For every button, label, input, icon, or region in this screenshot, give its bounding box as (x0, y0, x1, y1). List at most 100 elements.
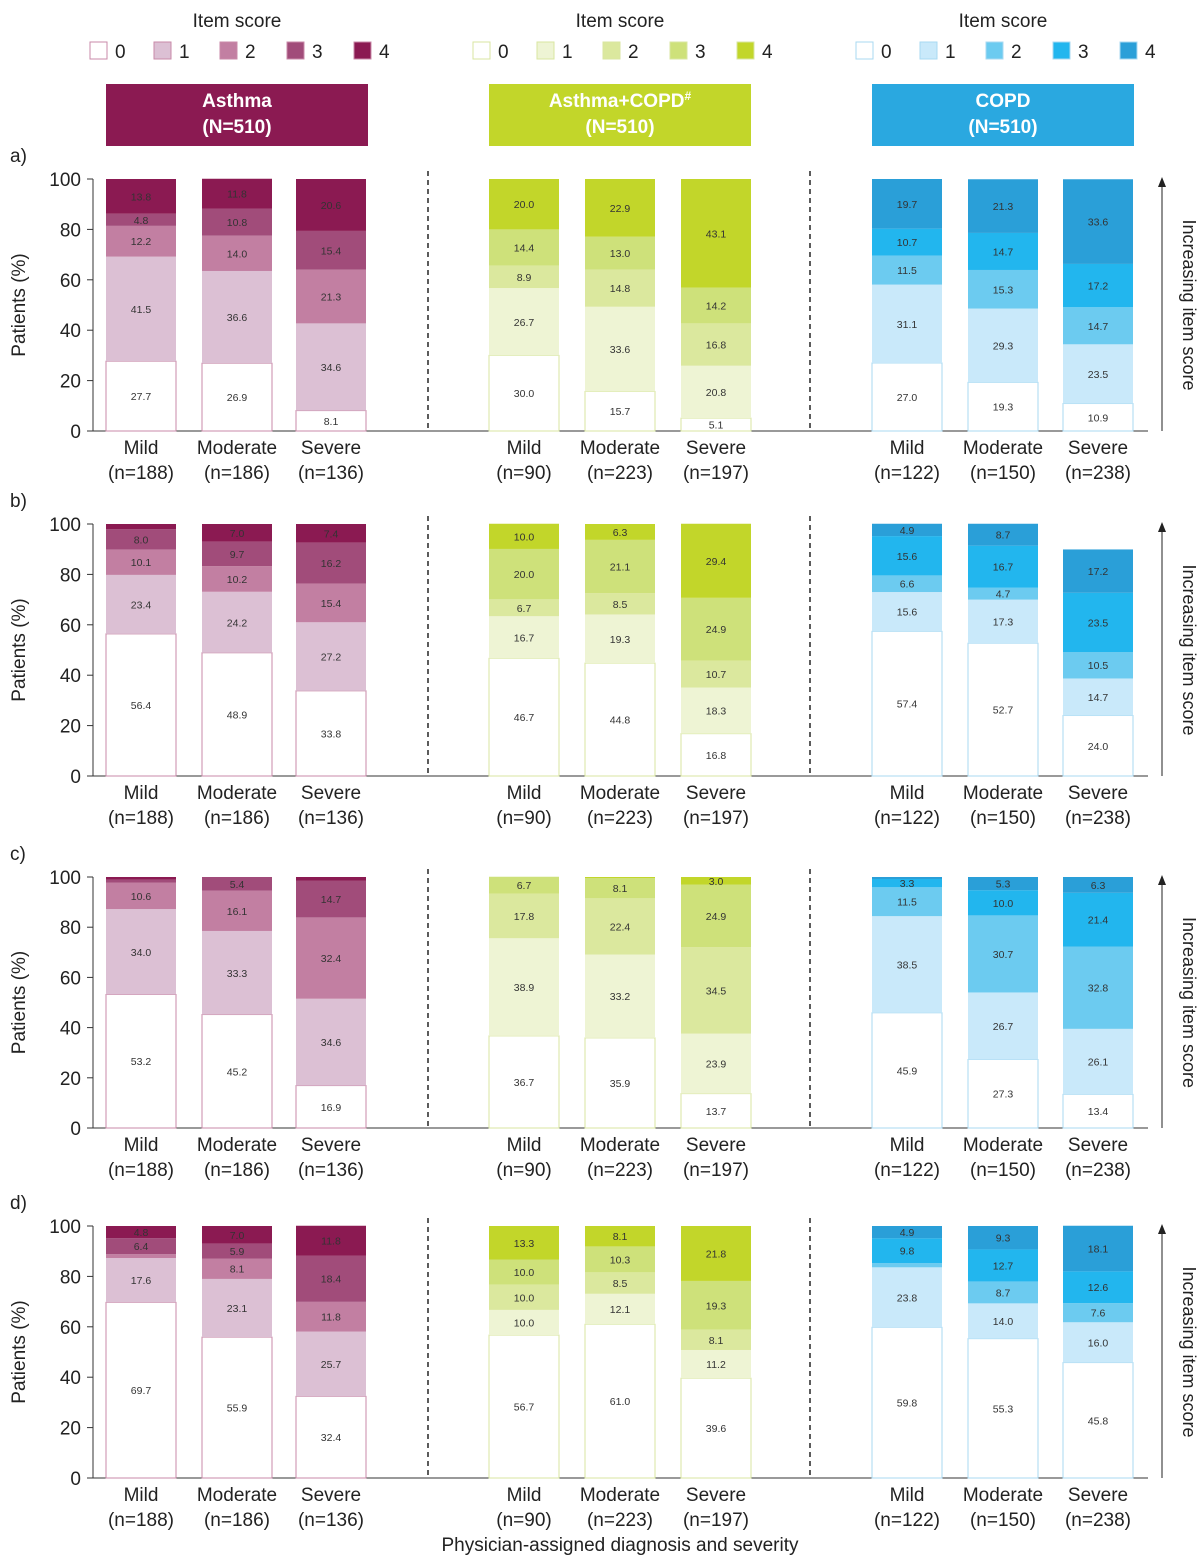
bar-segment-score-4 (296, 179, 366, 231)
data-label: 8.1 (613, 883, 628, 895)
bar-segment-score-2 (296, 269, 366, 324)
data-label: 21.3 (321, 292, 342, 304)
data-label: 9.7 (230, 549, 245, 561)
category-label: Mild (124, 1485, 159, 1506)
bar-segment-score-3 (1063, 592, 1133, 653)
data-label: 15.6 (897, 607, 918, 619)
data-label: 33.8 (321, 728, 342, 740)
y-tick-label: 80 (60, 220, 81, 241)
data-label: 14.0 (227, 248, 248, 260)
bar-segment-score-4 (296, 877, 366, 881)
bar-segment-score-0 (967, 642, 1039, 777)
bar-segment-score-3 (968, 545, 1038, 588)
bar-segment-score-4 (106, 179, 176, 214)
legend-label-3: 3 (1078, 42, 1089, 63)
data-label: 24.9 (706, 624, 727, 636)
data-label: 12.6 (1088, 1282, 1109, 1294)
legend-swatch-4 (353, 41, 372, 60)
y-tick-label: 40 (60, 1019, 81, 1040)
bar-segment-score-1 (1063, 678, 1133, 716)
bar-segment-score-3 (968, 232, 1038, 270)
bar-segment-score-0 (1062, 403, 1134, 432)
legend-title: Item score (193, 11, 282, 32)
bar-segment-score-1 (489, 616, 559, 659)
bar-segment-score-0 (295, 1085, 367, 1129)
category-label: Mild (890, 438, 925, 459)
bar-segment-score-3 (296, 1255, 366, 1302)
y-tick-label: 60 (60, 968, 81, 989)
category-label: Severe (301, 1135, 361, 1156)
data-label: 19.3 (993, 402, 1014, 414)
bar-segment-score-4 (489, 179, 559, 230)
category-label: Severe (1068, 1135, 1128, 1156)
bar-segment-score-3 (202, 877, 272, 891)
bar-segment-score-4 (968, 877, 1038, 891)
legend-swatch-1 (153, 41, 172, 60)
data-label: 8.1 (709, 1335, 724, 1347)
data-label: 23.9 (706, 1059, 727, 1071)
category-label: Moderate (963, 783, 1043, 804)
bar-segment-score-4 (968, 179, 1038, 233)
data-label: 26.1 (1088, 1057, 1109, 1069)
bar-segment-score-4 (872, 1226, 942, 1239)
bar-segment-score-1 (296, 1331, 366, 1397)
data-label: 9.8 (900, 1246, 915, 1258)
legend-label-4: 4 (762, 42, 773, 63)
bar-segment-score-4 (585, 179, 655, 237)
legend-swatch-3 (286, 41, 305, 60)
y-tick-label: 60 (60, 616, 81, 637)
group-header-n: (N=510) (968, 117, 1037, 138)
data-label: 5.4 (230, 879, 245, 891)
bar-segment-score-3 (681, 1280, 751, 1330)
data-label: 32.4 (321, 953, 342, 965)
data-label: 55.3 (993, 1403, 1014, 1415)
bar-segment-score-0 (201, 1014, 273, 1129)
data-label: 56.4 (131, 700, 152, 712)
bar-segment-score-3 (106, 213, 176, 226)
category-label: Moderate (963, 1485, 1043, 1506)
data-label: 34.0 (131, 947, 152, 959)
data-label: 21.8 (706, 1248, 727, 1260)
data-label: 27.2 (321, 652, 342, 664)
data-label: 11.5 (897, 265, 917, 277)
bar-segment-score-2 (1063, 946, 1133, 1029)
legend-swatch-3 (669, 41, 688, 60)
legend-label-2: 2 (245, 42, 256, 63)
bar-segment-score-2 (968, 269, 1038, 309)
bar-segment-score-4 (489, 1226, 559, 1260)
bar-segment-score-0 (201, 652, 273, 777)
group-header-name: COPD (976, 91, 1031, 112)
increasing-score-arrowhead (1158, 1224, 1166, 1234)
legend-swatch-2 (985, 41, 1004, 60)
bar-segment-score-0 (201, 362, 273, 432)
bar-segment-score-3 (872, 228, 942, 256)
bar-segment-score-4 (202, 178, 272, 209)
data-label: 16.0 (1088, 1337, 1109, 1349)
bar-segment-score-4 (968, 1226, 1038, 1250)
data-label: 18.1 (1088, 1244, 1109, 1256)
legend-swatch-0 (472, 41, 491, 60)
data-label: 38.9 (514, 982, 535, 994)
data-label: 27.3 (993, 1089, 1014, 1101)
y-tick-label: 40 (60, 1368, 81, 1389)
data-label: 14.2 (706, 301, 727, 313)
data-label: 7.0 (230, 1230, 245, 1242)
group-header-box (106, 84, 368, 146)
data-label: 10.1 (131, 557, 152, 569)
legend-swatch-1 (919, 41, 938, 60)
bar-segment-score-2 (968, 587, 1038, 600)
category-n-label: (n=122) (874, 463, 940, 484)
legend-label-0: 0 (881, 42, 892, 63)
bar-segment-score-2 (106, 1254, 176, 1259)
data-label: 8.7 (996, 1287, 1011, 1299)
data-label: 20.6 (321, 200, 342, 212)
category-n-label: (n=186) (204, 1510, 270, 1531)
bar-segment-score-1 (489, 938, 559, 1036)
data-label: 57.4 (897, 699, 918, 711)
category-label: Moderate (197, 438, 277, 459)
category-label: Mild (507, 1485, 542, 1506)
data-label: 29.3 (993, 340, 1014, 352)
bar-segment-score-2 (872, 1263, 942, 1268)
increasing-score-arrowhead (1158, 177, 1166, 187)
data-label: 4.9 (900, 525, 915, 537)
